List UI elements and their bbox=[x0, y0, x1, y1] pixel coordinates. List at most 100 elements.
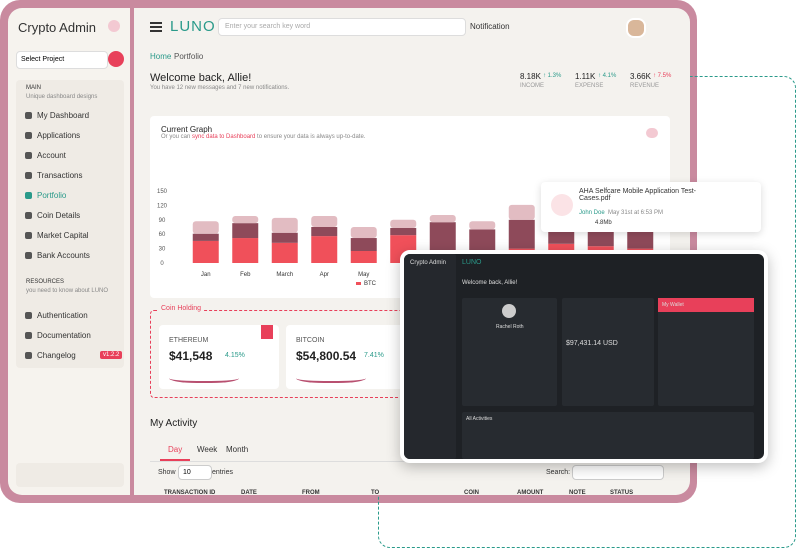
stat-value: 1.11K bbox=[575, 72, 596, 81]
inset-logo: LUNO bbox=[462, 259, 482, 266]
activity-title: My Activity bbox=[150, 418, 198, 429]
app-title: Crypto Admin bbox=[18, 20, 97, 35]
nav-item[interactable]: Documentation bbox=[37, 331, 91, 340]
bookmark bbox=[261, 325, 273, 339]
search-input[interactable]: Enter your search key word bbox=[218, 18, 466, 36]
breadcrumb[interactable]: Home bbox=[150, 52, 172, 61]
table-search[interactable] bbox=[572, 465, 664, 480]
nav-icon bbox=[25, 112, 32, 119]
inset-wallet-title: My Wallet bbox=[662, 302, 684, 308]
column-header: TO bbox=[371, 490, 380, 495]
entries-select[interactable]: 10 bbox=[178, 465, 212, 480]
inset-avatar bbox=[502, 304, 516, 318]
section-sub: you need to know about LUNO bbox=[26, 288, 109, 294]
tab[interactable]: Week bbox=[197, 445, 218, 454]
bar-segment bbox=[192, 233, 219, 241]
column-header: COIN bbox=[464, 490, 479, 495]
bar-segment bbox=[232, 215, 259, 224]
column-header: NOTE bbox=[569, 490, 586, 495]
stat-change: ↑ 7.5% bbox=[653, 73, 672, 79]
stat-label: EXPENSE bbox=[575, 83, 604, 89]
graph-menu[interactable] bbox=[646, 128, 658, 138]
nav-icon bbox=[25, 332, 32, 339]
nav-icon bbox=[25, 352, 32, 359]
nav-item[interactable]: Authentication bbox=[37, 311, 88, 320]
bar-segment bbox=[390, 227, 417, 236]
bar-segment bbox=[311, 227, 338, 237]
coin-holding-title: Coin Holding bbox=[159, 305, 204, 312]
bar-segment bbox=[232, 223, 259, 239]
x-tick-label: Feb bbox=[240, 272, 251, 278]
file-author: John Doe bbox=[579, 210, 605, 216]
resources-nav: RESOURCES you need to know about LUNO Au… bbox=[16, 273, 124, 368]
tab-underline bbox=[160, 459, 190, 461]
bar-segment bbox=[508, 204, 535, 220]
stat-change: ↑ 1.3% bbox=[543, 73, 562, 79]
bar-segment bbox=[350, 251, 377, 263]
nav-icon bbox=[25, 252, 32, 259]
bar-segment bbox=[350, 238, 377, 251]
nav-icon bbox=[25, 132, 32, 139]
coin-name: BITCOIN bbox=[296, 337, 325, 344]
coin-name: ETHEREUM bbox=[169, 337, 209, 344]
legend-swatch bbox=[356, 282, 361, 285]
coin-value: $41,548 bbox=[169, 349, 213, 363]
tab[interactable]: Month bbox=[226, 445, 249, 454]
y-tick-label: 90 bbox=[159, 218, 166, 224]
logo: LUNO bbox=[170, 18, 216, 35]
nav-item[interactable]: My Dashboard bbox=[37, 111, 90, 120]
nav-item[interactable]: Bank Accounts bbox=[37, 251, 90, 260]
coin-change: 4.15% bbox=[225, 352, 245, 359]
sidebar: Crypto Admin Select Project MAIN Unique … bbox=[8, 8, 130, 495]
breadcrumb: Portfolio bbox=[174, 52, 204, 61]
x-tick-label: Jan bbox=[201, 272, 211, 278]
pdf-icon bbox=[551, 194, 573, 216]
menu-toggle[interactable] bbox=[150, 22, 162, 24]
tab[interactable]: Day bbox=[168, 445, 183, 454]
section-heading: MAIN bbox=[26, 85, 41, 91]
bar-segment bbox=[271, 217, 298, 233]
nav-icon bbox=[25, 152, 32, 159]
nav-item[interactable]: Market Capital bbox=[37, 231, 89, 240]
nav-item[interactable]: Applications bbox=[37, 131, 81, 140]
nav-icon bbox=[25, 232, 32, 239]
nav-item[interactable]: Account bbox=[37, 151, 66, 160]
inset-activities-title: All Activities bbox=[466, 416, 493, 422]
nav-item[interactable]: Portfolio bbox=[37, 191, 67, 200]
bar-segment bbox=[311, 215, 338, 227]
y-tick-label: 150 bbox=[157, 189, 168, 195]
column-header: TRANSACTION ID bbox=[164, 490, 216, 495]
stat-label: REVENUE bbox=[630, 83, 660, 89]
graph-subtitle: Or you can bbox=[161, 134, 193, 140]
nav-item[interactable]: Coin Details bbox=[37, 211, 81, 220]
nav-item[interactable]: Transactions bbox=[37, 171, 83, 180]
avatar[interactable] bbox=[626, 18, 646, 38]
entries-label: entries bbox=[212, 469, 234, 476]
nav-item[interactable]: Changelog bbox=[37, 351, 76, 360]
search-label: Search: bbox=[546, 469, 571, 476]
inset-screenshot: Crypto Admin LUNO Welcome back, Allie! R… bbox=[400, 250, 768, 463]
project-select[interactable]: Select Project bbox=[16, 51, 108, 69]
inset-activities bbox=[462, 412, 754, 459]
notification-link[interactable]: Notification bbox=[470, 22, 510, 31]
bar-segment bbox=[192, 240, 219, 263]
y-tick-label: 120 bbox=[157, 203, 168, 209]
y-tick-label: 30 bbox=[159, 247, 166, 253]
bar-segment bbox=[271, 242, 298, 263]
column-header: AMOUNT bbox=[517, 490, 544, 495]
inset-wallet-head bbox=[658, 298, 754, 312]
stat-value: 3.66K bbox=[630, 72, 651, 81]
menu-dot[interactable] bbox=[108, 20, 120, 32]
x-tick-label: March bbox=[276, 272, 293, 278]
file-name[interactable]: AHA Selfcare Mobile Application Test-Cas… bbox=[579, 188, 696, 202]
graph-subtitle: to ensure your data is always up-to-date… bbox=[255, 134, 366, 140]
add-button[interactable] bbox=[108, 51, 124, 67]
welcome-title: Welcome back, Allie! bbox=[150, 72, 252, 84]
inset-sidebar bbox=[404, 254, 456, 459]
nav-icon bbox=[25, 312, 32, 319]
sparkline bbox=[296, 371, 366, 383]
bar-segment bbox=[627, 231, 654, 249]
sync-link[interactable]: sync data to Dashboard bbox=[192, 134, 256, 140]
bar-segment bbox=[192, 221, 219, 234]
